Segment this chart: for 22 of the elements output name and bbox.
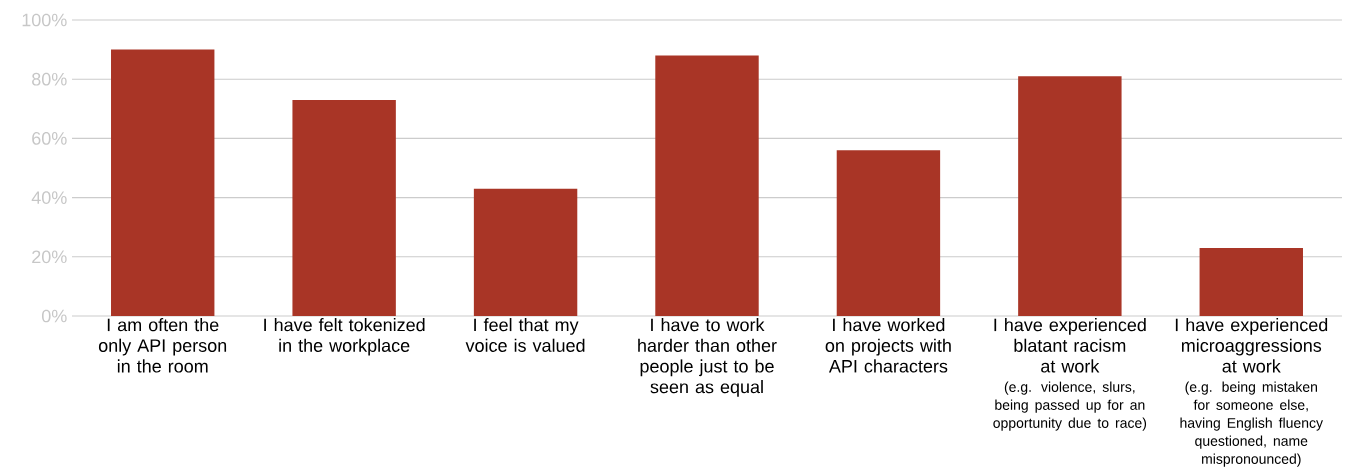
bar (111, 49, 215, 316)
y-tick-label: 20% (32, 250, 67, 264)
y-tick-label: 80% (32, 72, 67, 86)
bar (292, 99, 396, 316)
bar (836, 150, 941, 316)
x-tick-label: I have worked on projects with API characters (825, 318, 951, 373)
bar (655, 55, 759, 316)
x-tick-label: I have experienced microaggressions at work (1175, 318, 1328, 373)
text: (e.g. violence, slurs, being passed up for an opportunity due to race) (993, 381, 1147, 431)
y-tick-label: 40% (31, 191, 67, 204)
bar (1199, 247, 1303, 316)
x-tick-label: I have experienced blatant racism at work (994, 318, 1146, 373)
y-tick-label: 100% (22, 13, 67, 27)
x-tick-label: I am often the only API person in the room (98, 318, 227, 373)
y-tick-label: 60% (32, 132, 67, 145)
x-tick-label: I have to work harder than other people just to be seen as equal (638, 318, 777, 397)
x-tick-label: I have felt tokenized in the workplace (264, 318, 425, 356)
text: (e.g. being mistaken for someone else, having English fluency questioned, name mispronounced) (1180, 381, 1323, 467)
y-tick-label: 0% (41, 309, 67, 323)
bar (473, 188, 578, 316)
x-tick-label: I feel that my voice is valued (465, 318, 585, 352)
bar (1018, 76, 1122, 316)
